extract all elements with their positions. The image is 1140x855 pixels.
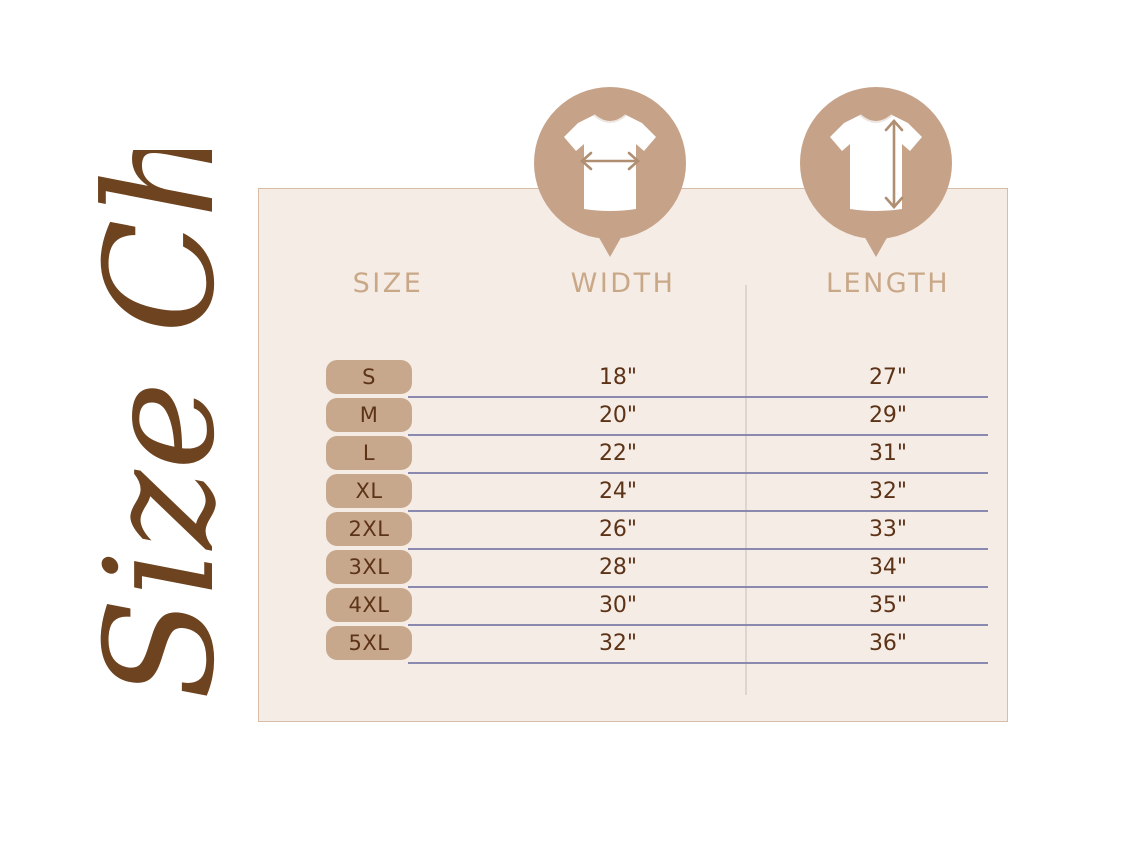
table-row: 4XL 30" 35" [258, 588, 1008, 626]
width-value: 28" [598, 555, 638, 580]
page-title: Size Chart [62, 150, 262, 710]
length-value: 31" [868, 441, 908, 466]
badge-pointer [593, 227, 627, 257]
row-separator [408, 624, 988, 626]
size-label: S [362, 365, 376, 389]
row-separator [408, 472, 988, 474]
row-separator [408, 662, 988, 664]
size-pill: 3XL [326, 550, 412, 584]
size-pill: L [326, 436, 412, 470]
width-badge [534, 87, 686, 257]
size-label: XL [355, 479, 383, 503]
size-label: M [359, 403, 379, 427]
width-value: 26" [598, 517, 638, 542]
row-separator [408, 510, 988, 512]
table-header-row: SIZE WIDTH LENGTH [258, 268, 1008, 308]
column-header-size: SIZE [352, 268, 424, 299]
size-pill: 5XL [326, 626, 412, 660]
size-pill: XL [326, 474, 412, 508]
size-pill: 2XL [326, 512, 412, 546]
column-header-length: LENGTH [825, 268, 951, 299]
size-table: SIZE WIDTH LENGTH S 18" 27" M 20" 29" L 22" 31" X… [258, 188, 1008, 722]
table-body: S 18" 27" M 20" 29" L 22" 31" XL 24" 32" 2XL 26" 33" 3X… [258, 360, 1008, 664]
page-title-text: Size Chart [74, 150, 248, 700]
width-value: 30" [598, 593, 638, 618]
length-value: 32" [868, 479, 908, 504]
badge-pointer [859, 227, 893, 257]
length-value: 35" [868, 593, 908, 618]
size-pill: S [326, 360, 412, 394]
size-pill: M [326, 398, 412, 432]
size-label: 2XL [348, 517, 390, 541]
table-row: S 18" 27" [258, 360, 1008, 398]
column-header-width: WIDTH [570, 268, 676, 299]
width-value: 22" [598, 441, 638, 466]
width-value: 18" [598, 365, 638, 390]
row-separator [408, 396, 988, 398]
table-row: M 20" 29" [258, 398, 1008, 436]
length-badge [800, 87, 952, 257]
table-row: 5XL 32" 36" [258, 626, 1008, 664]
width-value: 24" [598, 479, 638, 504]
size-pill: 4XL [326, 588, 412, 622]
width-value: 20" [598, 403, 638, 428]
length-value: 36" [868, 631, 908, 656]
table-row: XL 24" 32" [258, 474, 1008, 512]
tshirt-vertical-arrow-icon [830, 114, 922, 211]
table-row: L 22" 31" [258, 436, 1008, 474]
width-value: 32" [598, 631, 638, 656]
table-row: 2XL 26" 33" [258, 512, 1008, 550]
table-row: 3XL 28" 34" [258, 550, 1008, 588]
length-value: 29" [868, 403, 908, 428]
size-label: 3XL [348, 555, 390, 579]
size-label: 4XL [348, 593, 390, 617]
size-label: L [362, 441, 376, 465]
row-separator [408, 548, 988, 550]
column-divider [745, 285, 747, 695]
length-value: 34" [868, 555, 908, 580]
row-separator [408, 586, 988, 588]
length-value: 33" [868, 517, 908, 542]
size-label: 5XL [348, 631, 390, 655]
row-separator [408, 434, 988, 436]
length-value: 27" [868, 365, 908, 390]
tshirt-horizontal-arrow-icon [564, 114, 656, 211]
